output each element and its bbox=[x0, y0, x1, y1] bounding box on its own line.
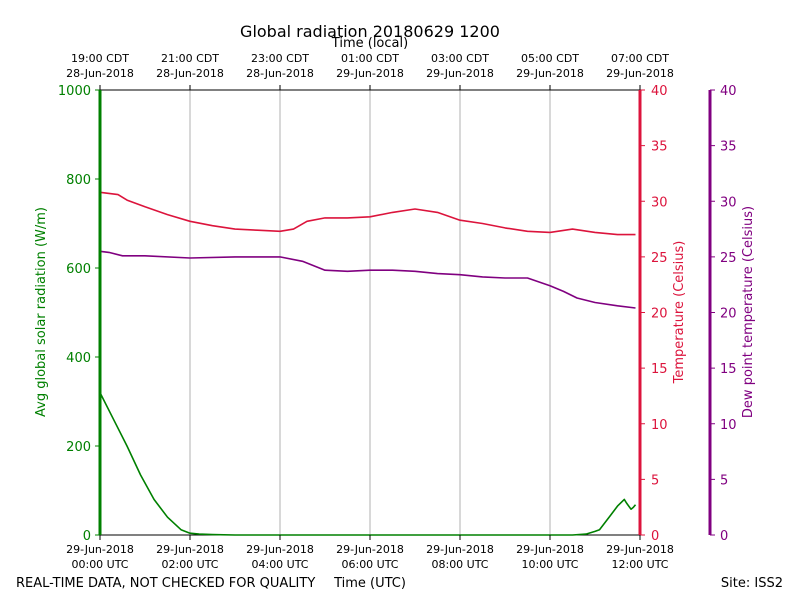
temperature-tick-label: 25 bbox=[651, 251, 668, 266]
series-layer bbox=[99, 191, 637, 536]
top-tick-date-label: 29-Jun-2018 bbox=[606, 67, 674, 80]
bottom-axis-label: Time (UTC) bbox=[333, 576, 406, 591]
top-tick-time-label: 01:00 CDT bbox=[341, 52, 399, 65]
radiation-tick-label: 200 bbox=[66, 440, 91, 455]
temperature-tick-label: 35 bbox=[651, 140, 668, 155]
quality-note: REAL-TIME DATA, NOT CHECKED FOR QUALITY bbox=[16, 576, 315, 591]
top-tick-time-label: 07:00 CDT bbox=[611, 52, 669, 65]
dewpoint-tick-label: 25 bbox=[720, 251, 737, 266]
dewpoint-tick-label: 30 bbox=[720, 195, 737, 210]
temperature-tick-label: 0 bbox=[651, 529, 659, 544]
radiation-tick-label: 600 bbox=[66, 262, 91, 277]
top-tick-date-label: 28-Jun-2018 bbox=[246, 67, 314, 80]
radiation-tick-label: 0 bbox=[83, 529, 91, 544]
dewpoint-tick-label: 40 bbox=[720, 84, 737, 99]
dewpoint-tick-label: 5 bbox=[720, 473, 728, 488]
x-tick-date-label: 29-Jun-2018 bbox=[336, 543, 404, 556]
top-tick-date-label: 28-Jun-2018 bbox=[66, 67, 134, 80]
top-tick-date-label: 28-Jun-2018 bbox=[156, 67, 224, 80]
x-tick-time-label: 06:00 UTC bbox=[341, 558, 398, 571]
site-label: Site: ISS2 bbox=[721, 576, 783, 591]
dewpoint-tick-label: 35 bbox=[720, 140, 737, 155]
dewpoint-tick-label: 15 bbox=[720, 362, 737, 377]
top-tick-time-label: 21:00 CDT bbox=[161, 52, 219, 65]
top-tick-time-label: 23:00 CDT bbox=[251, 52, 309, 65]
temperature-tick-label: 15 bbox=[651, 362, 668, 377]
utc-time-axis: 29-Jun-2018 00:00 UTC 29-Jun-2018 02:00 UTC… bbox=[66, 535, 674, 571]
dewpoint-axis: 0 5 10 15 20 25 30 35 40 bbox=[708, 84, 737, 544]
radiation-series-line bbox=[99, 392, 637, 536]
x-tick-date-label: 29-Jun-2018 bbox=[606, 543, 674, 556]
top-tick-date-label: 29-Jun-2018 bbox=[336, 67, 404, 80]
dewpoint-series-line bbox=[99, 250, 636, 309]
x-tick-time-label: 02:00 UTC bbox=[161, 558, 218, 571]
x-tick-date-label: 29-Jun-2018 bbox=[156, 543, 224, 556]
temperature-series-line bbox=[99, 191, 636, 236]
top-tick-date-label: 29-Jun-2018 bbox=[426, 67, 494, 80]
temperature-axis-label: Temperature (Celsius) bbox=[672, 241, 687, 385]
x-gridlines bbox=[189, 90, 551, 535]
radiation-tick-label: 1000 bbox=[58, 84, 91, 99]
radiation-axis: 0 200 400 600 800 1000 bbox=[58, 84, 102, 544]
temperature-axis: 0 5 10 15 20 25 30 35 40 bbox=[638, 84, 668, 544]
x-tick-date-label: 29-Jun-2018 bbox=[246, 543, 314, 556]
temperature-tick-label: 10 bbox=[651, 418, 668, 433]
top-tick-time-label: 19:00 CDT bbox=[71, 52, 129, 65]
radiation-tick-label: 800 bbox=[66, 173, 91, 188]
x-tick-time-label: 12:00 UTC bbox=[611, 558, 668, 571]
dewpoint-tick-label: 10 bbox=[720, 418, 737, 433]
temperature-tick-label: 30 bbox=[651, 195, 668, 210]
x-tick-time-label: 00:00 UTC bbox=[71, 558, 128, 571]
top-tick-time-label: 05:00 CDT bbox=[521, 52, 579, 65]
top-tick-time-label: 03:00 CDT bbox=[431, 52, 489, 65]
dewpoint-tick-label: 20 bbox=[720, 307, 737, 322]
dewpoint-tick-label: 0 bbox=[720, 529, 728, 544]
temperature-tick-label: 20 bbox=[651, 307, 668, 322]
x-tick-time-label: 08:00 UTC bbox=[431, 558, 488, 571]
temperature-tick-label: 5 bbox=[651, 473, 659, 488]
dewpoint-axis-label: Dew point temperature (Celsius) bbox=[741, 206, 756, 418]
top-tick-date-label: 29-Jun-2018 bbox=[516, 67, 584, 80]
chart-title: Global radiation 20180629 1200 bbox=[240, 22, 500, 41]
x-tick-date-label: 29-Jun-2018 bbox=[426, 543, 494, 556]
radiation-tick-label: 400 bbox=[66, 351, 91, 366]
x-tick-time-label: 10:00 UTC bbox=[521, 558, 578, 571]
temperature-tick-label: 40 bbox=[651, 84, 668, 99]
x-tick-date-label: 29-Jun-2018 bbox=[66, 543, 134, 556]
x-tick-time-label: 04:00 UTC bbox=[251, 558, 308, 571]
radiation-axis-label: Avg global solar radiation (W/m) bbox=[34, 207, 49, 417]
x-tick-date-label: 29-Jun-2018 bbox=[516, 543, 584, 556]
top-axis-label: Time (local) bbox=[331, 36, 408, 51]
local-time-axis: 19:00 CDT 28-Jun-2018 21:00 CDT 28-Jun-2018… bbox=[66, 52, 674, 90]
